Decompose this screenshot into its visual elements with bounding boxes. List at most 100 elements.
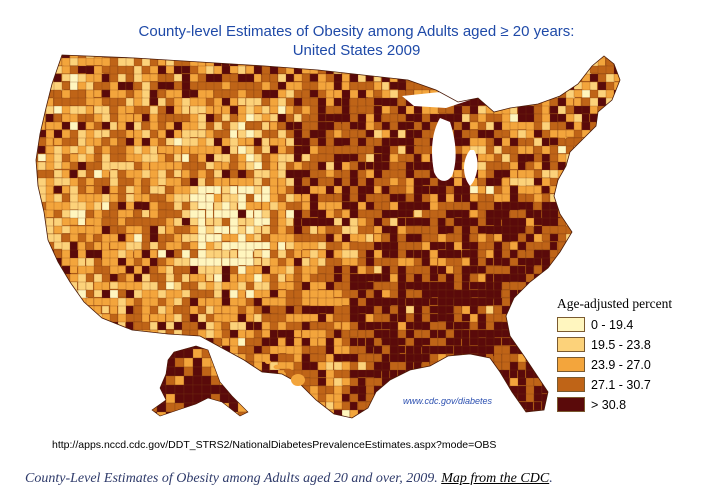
county-cell (445, 201, 454, 211)
county-cell (261, 385, 271, 395)
county-cell (85, 385, 96, 396)
county-cell (549, 417, 558, 418)
county-cell (325, 241, 336, 252)
county-cell (477, 73, 488, 82)
county-cell (597, 169, 608, 178)
county-cell (606, 426, 614, 434)
county-cell (493, 129, 503, 139)
county-cell (581, 193, 592, 203)
county-cell (261, 97, 270, 106)
county-cell (213, 257, 222, 267)
county-cell (525, 281, 536, 292)
county-cell (605, 153, 616, 163)
county-cell (453, 89, 462, 98)
county-cell (245, 121, 255, 130)
county-cell (597, 225, 607, 235)
county-cell (221, 353, 232, 364)
county-cell (613, 265, 620, 275)
county-cell (262, 426, 269, 436)
county-cell (37, 321, 48, 330)
county-cell (541, 65, 552, 77)
county-cell (36, 225, 38, 234)
county-cell (334, 426, 343, 434)
county-cell (285, 329, 296, 339)
county-cell (229, 129, 238, 140)
county-cell (605, 281, 615, 292)
county-cell (573, 257, 584, 267)
county-cell (509, 121, 520, 131)
alaska-borough-cell (219, 402, 230, 413)
county-cell (117, 121, 127, 132)
county-cell (613, 273, 620, 283)
county-cell (381, 55, 392, 58)
county-cell (309, 417, 318, 418)
county-cell (485, 145, 495, 155)
county-cell (349, 233, 360, 242)
county-cell (301, 297, 310, 306)
county-cell (53, 289, 64, 298)
county-cell (173, 161, 184, 171)
county-cell (245, 233, 255, 242)
county-cell (525, 257, 535, 267)
county-cell (453, 105, 463, 115)
county-cell (37, 289, 46, 298)
alaska-borough-cell (201, 402, 212, 413)
county-cell (277, 225, 287, 235)
county-cell (53, 185, 63, 194)
county-cell (253, 265, 263, 275)
alaska-borough-cell (228, 357, 239, 368)
county-cell (358, 426, 365, 434)
county-cell (261, 249, 272, 259)
county-cell (237, 313, 248, 324)
county-cell (165, 209, 175, 219)
county-cell (365, 313, 374, 323)
county-cell (341, 105, 350, 116)
county-cell (174, 426, 182, 434)
county-cell (509, 273, 520, 282)
county-cell (309, 265, 318, 275)
county-cell (53, 137, 63, 146)
county-cell (565, 121, 575, 130)
county-cell (317, 273, 326, 283)
county-cell (517, 249, 526, 259)
county-cell (325, 385, 334, 394)
alaska-borough-cell (237, 366, 248, 377)
county-cell (397, 249, 407, 260)
county-cell (69, 97, 79, 106)
county-cell (349, 353, 359, 363)
county-cell (133, 377, 144, 388)
county-cell (525, 73, 536, 84)
county-cell (93, 241, 102, 251)
alaska-borough-cell (246, 393, 248, 404)
county-cell (285, 201, 295, 212)
county-cell (37, 81, 47, 91)
county-cell (181, 153, 190, 164)
county-cell (261, 297, 272, 306)
county-cell (597, 113, 606, 123)
county-cell (157, 113, 166, 123)
county-cell (525, 209, 534, 219)
county-cell (349, 55, 359, 58)
county-cell (405, 321, 414, 330)
county-cell (541, 305, 553, 316)
county-cell (589, 161, 599, 171)
county-cell (581, 145, 591, 155)
county-cell (501, 153, 511, 164)
county-cell (349, 257, 359, 266)
county-cell (541, 257, 551, 268)
county-cell (261, 321, 272, 330)
county-cell (277, 145, 287, 154)
county-cell (230, 426, 238, 434)
county-cell (93, 321, 104, 330)
county-cell (45, 153, 56, 164)
county-cell (429, 377, 439, 387)
county-cell (189, 337, 198, 347)
county-cell (125, 305, 134, 316)
alaska-borough-cell (156, 348, 167, 359)
caption-link[interactable]: Map from the CDC (441, 471, 550, 486)
county-cell (213, 281, 223, 291)
county-cell (357, 289, 368, 299)
county-cell (493, 401, 502, 411)
county-cell (173, 81, 184, 90)
county-cell (277, 81, 287, 90)
